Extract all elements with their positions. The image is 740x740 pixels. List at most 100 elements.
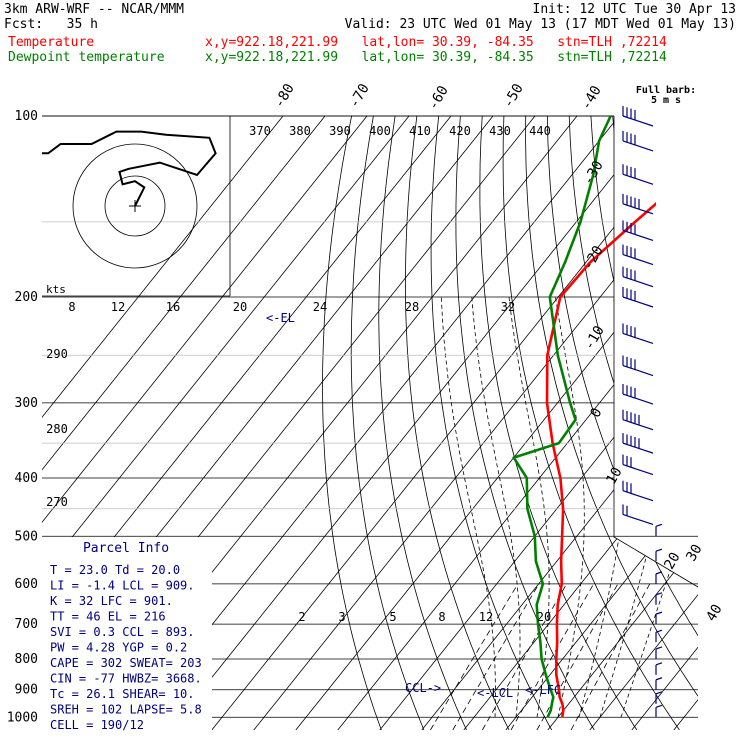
valid-time: Valid: 23 UTC Wed 01 May 13 (17 MDT Wed …	[344, 17, 736, 32]
isotherm-label: -30	[580, 158, 607, 188]
isotherm-label: 10	[603, 465, 625, 488]
dry-adiabat-line	[700, 116, 740, 730]
parcel-panel-row: T = 23.0 Td = 20.0	[50, 563, 180, 577]
barb-staff	[622, 276, 654, 288]
pressure-tick-label: 800	[15, 652, 38, 667]
temperature-legend: Temperature	[8, 35, 95, 50]
isotherm-line	[716, 116, 740, 730]
barb-flag	[655, 677, 663, 681]
barb-flag	[655, 646, 663, 650]
theta-label: 440	[529, 124, 551, 138]
wind-barb	[655, 523, 663, 537]
dry-adiabat-line	[322, 116, 382, 730]
barb-flag	[655, 704, 663, 708]
theta-label: 420	[449, 124, 471, 138]
dry-adiabat-line	[547, 116, 698, 730]
isotherm-line	[253, 116, 698, 730]
barb-flag	[655, 523, 663, 527]
wind-barb	[622, 286, 654, 308]
isotherm-label: -50	[500, 81, 527, 111]
wind-barb	[622, 480, 654, 502]
barb-flag	[655, 691, 663, 695]
dry-adiabat-line	[722, 116, 740, 730]
wind-barb	[622, 323, 654, 345]
isotherm-line	[42, 116, 368, 730]
hodo-speed-label: 32	[501, 300, 515, 314]
pressure-tick-label: 600	[15, 577, 38, 592]
dry-adiabat-line	[568, 116, 698, 730]
dry-adiabat-line	[378, 116, 467, 730]
hodo-speed-label: 12	[111, 300, 125, 314]
wind-barb	[622, 244, 654, 266]
dry-adiabat-line	[455, 116, 595, 730]
barb-flag	[655, 571, 663, 575]
mixing-ratio-label: 20	[537, 610, 551, 624]
sounding-profiles	[512, 116, 656, 718]
barb-staff	[622, 464, 654, 476]
hodograph-ring	[72, 143, 198, 269]
dry-adiabat-line	[404, 116, 510, 730]
isotherm-line	[421, 116, 698, 730]
wind-barb	[622, 504, 654, 526]
isotherm-line	[631, 116, 698, 730]
dry-adiabat-line	[677, 116, 698, 730]
isotherm-label: -60	[425, 83, 452, 113]
isotherm-label: 20	[661, 550, 683, 573]
hodo-speed-label: 24	[313, 300, 327, 314]
barb-staff	[622, 253, 654, 266]
pressure-tick-label: 900	[15, 683, 38, 698]
theta-label: 380	[289, 124, 311, 138]
isotherm-label: 30	[683, 542, 705, 565]
barb-staff	[622, 442, 654, 454]
barb-legend-title: Full barb:	[636, 85, 696, 96]
ccl-marker: CCL->	[405, 681, 441, 695]
barb-staff	[622, 203, 654, 215]
pressure-tick-label: 700	[15, 617, 38, 632]
dry-adiabat-line	[350, 116, 425, 730]
mixing-ratio-label: 2	[298, 610, 305, 624]
isotherm-line	[42, 116, 326, 730]
wind-barb	[622, 409, 654, 431]
wind-barb	[655, 571, 663, 584]
theta-label: 370	[249, 124, 271, 138]
hodo-speed-label: 20	[233, 300, 247, 314]
barb-staff	[622, 490, 654, 502]
wind-barb	[655, 691, 663, 704]
el-marker: <-EL	[266, 311, 295, 325]
mixing-ratio-line	[452, 583, 540, 730]
barb-flag	[655, 611, 663, 615]
dry-adiabat-line	[479, 116, 638, 730]
isotherm-line	[379, 116, 698, 730]
mixing-ratio-line	[570, 583, 651, 730]
wind-barb	[655, 629, 663, 643]
pressure-tick-label: 100	[15, 109, 38, 124]
plot-frame-right	[613, 116, 699, 588]
pressure-tick-label: 200	[15, 290, 38, 305]
parcel-info-panel: Parcel Info T = 23.0 Td = 20.0 LI = -1.4 L…	[42, 537, 212, 732]
pressure-tick-label: 300	[15, 396, 38, 411]
theta-label: 390	[329, 124, 351, 138]
hodo-speed-label: 8	[68, 300, 75, 314]
isotherm-line	[211, 116, 698, 730]
barb-legend-units: 5 m s	[651, 95, 681, 106]
hodograph-ring	[104, 175, 166, 237]
dry-adiabats	[322, 116, 740, 730]
isotherm-line	[463, 116, 698, 730]
pressure-tick-label: 500	[15, 529, 38, 544]
barb-staff	[622, 173, 654, 185]
theta-label: 400	[369, 124, 391, 138]
parcel-panel-row: K = 32 LFC = 901.	[50, 594, 173, 608]
barb-staff	[622, 393, 654, 405]
mixing-ratio-label: 12	[479, 610, 493, 624]
wind-barb	[622, 454, 654, 476]
hodo-speed-label: 16	[166, 300, 180, 314]
wind-barb	[622, 355, 654, 377]
isotherm-label: 40	[703, 602, 725, 625]
wind-barb	[622, 220, 654, 242]
parcel-panel-row: SVI = 0.3 CCL = 893.	[50, 625, 195, 639]
mixing-ratio-line	[430, 583, 519, 730]
isotherm-line	[505, 116, 698, 730]
wind-barb	[655, 704, 663, 718]
barb-flag	[655, 629, 663, 633]
